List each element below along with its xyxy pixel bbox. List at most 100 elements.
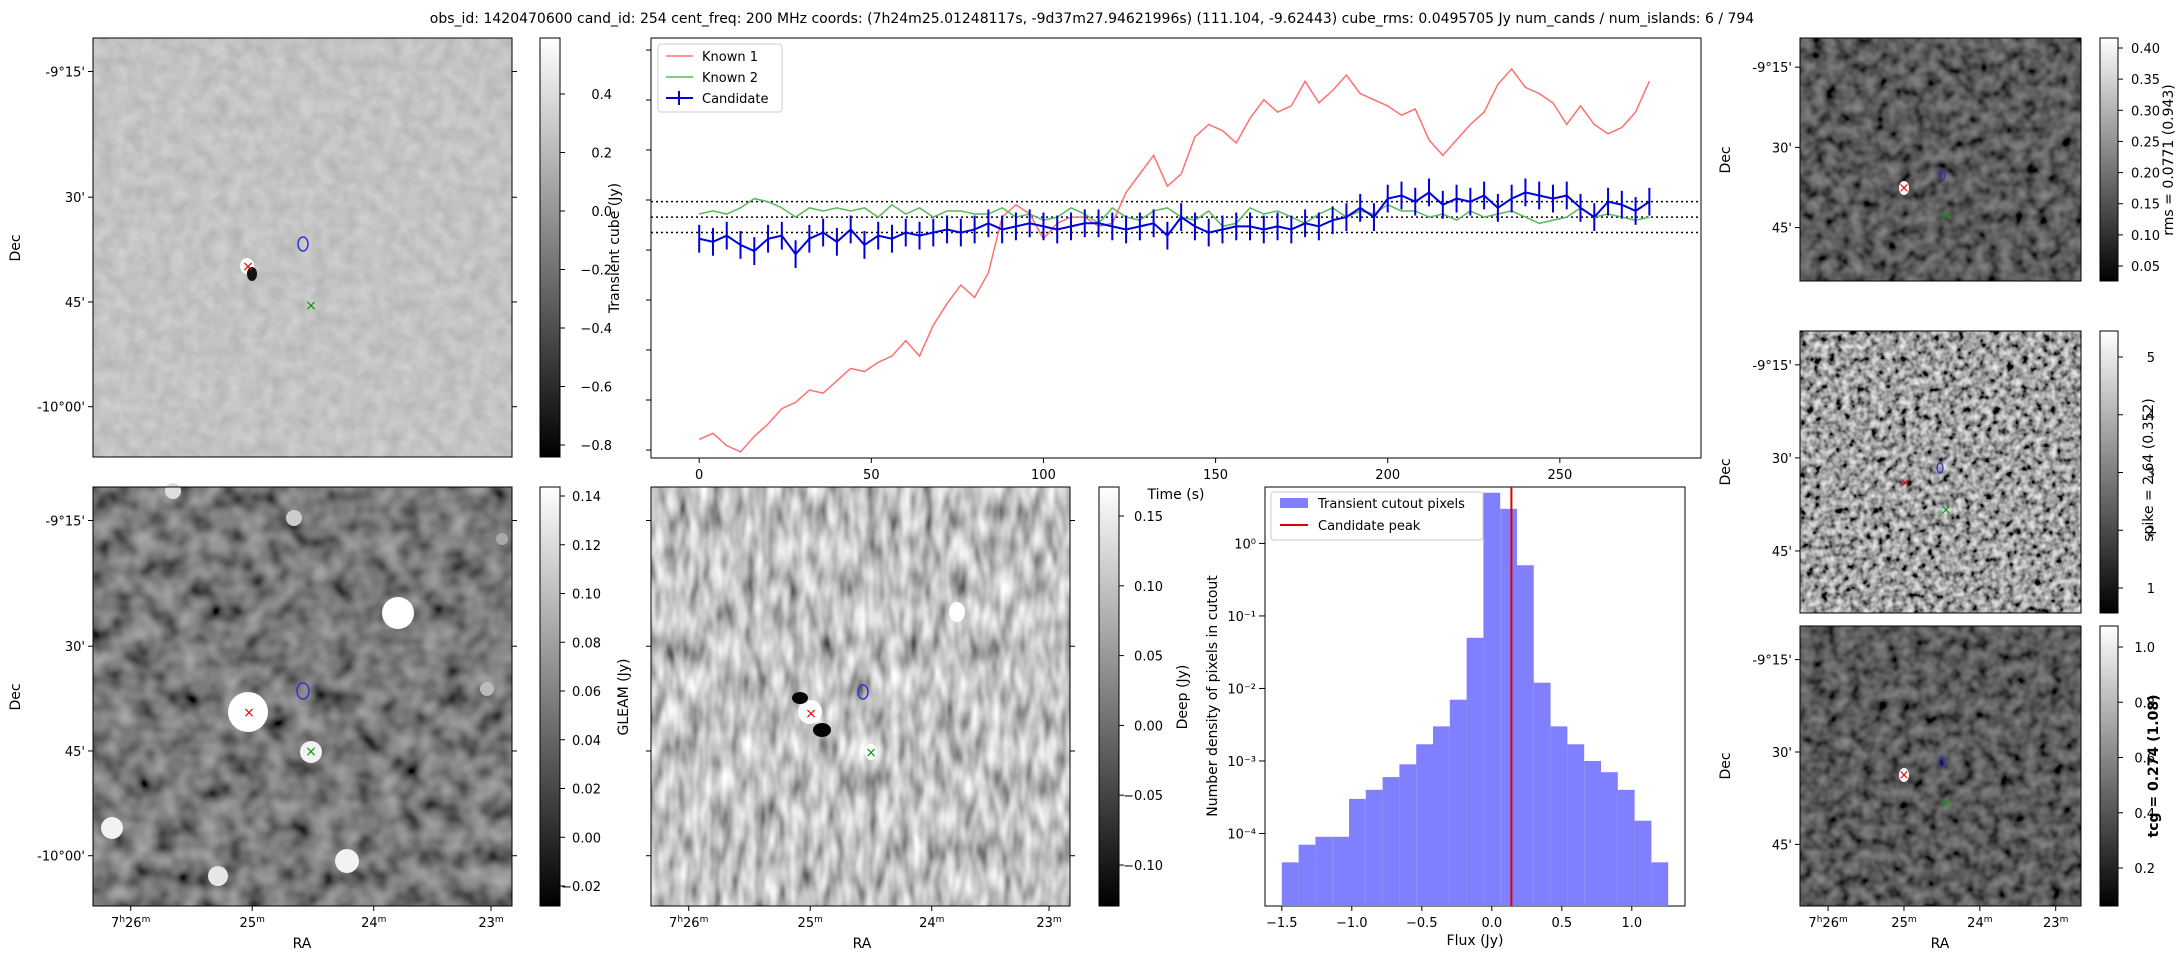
hist-bar — [1533, 682, 1551, 906]
rms-cbar-label: rms = 0.0771 (0.943) — [2161, 84, 2177, 236]
known-source-marker-icon: × — [865, 745, 877, 761]
x-tick-label: 250 — [1547, 468, 1572, 483]
ra-tick-label: 25m — [798, 915, 823, 931]
ra-tick-label: 25m — [240, 915, 265, 931]
ra-tick-label: 24m — [1967, 915, 1992, 931]
hist-bar — [1416, 744, 1433, 906]
gleam-source — [228, 692, 268, 732]
x-tick-label: −0.5 — [1406, 916, 1438, 931]
y-tick-label: 10⁰ — [1234, 537, 1256, 552]
x-tick-label: 1.0 — [1621, 916, 1642, 931]
hist-bar — [1466, 637, 1484, 906]
cbar-tick-label: 0.15 — [2131, 198, 2160, 213]
cbar-tick-label: 2 — [2147, 524, 2155, 539]
tcg-ylabel: Dec — [1718, 752, 1734, 779]
cbar-tick-label: 0.04 — [572, 734, 601, 749]
transient-cbar-label: Transient cube (Jy) — [607, 183, 623, 314]
dec-tick-label: 45' — [1772, 838, 1792, 853]
tcg-xlabel: RA — [1931, 936, 1950, 952]
spike-cbar-label: spike = 2.64 (0.352) — [2141, 398, 2157, 542]
legend-hist-swatch — [1280, 498, 1308, 508]
cbar-tick-label: −0.8 — [580, 439, 612, 454]
dec-tick-label: 30' — [65, 191, 85, 206]
lightcurve-xlabel: Time (s) — [1147, 487, 1205, 503]
known-source-marker-icon: × — [1941, 209, 1952, 224]
hist-bar — [1365, 789, 1383, 906]
series-candidate — [698, 191, 1650, 256]
candidate-marker-icon: × — [242, 259, 254, 275]
candidate-marker-icon: × — [1899, 181, 1910, 196]
cbar-tick-label: −0.05 — [1123, 789, 1163, 804]
hist-bar — [1651, 862, 1669, 906]
histogram-ylabel: Number density of pixels in cutout — [1205, 575, 1221, 817]
legend-candidate: Candidate — [702, 92, 768, 107]
cbar-tick-label: 0.0 — [591, 205, 612, 220]
transient-dark-blob — [247, 267, 257, 281]
dec-tick-label: 45' — [65, 296, 85, 311]
rms-panel: × × -9°15' 30' 45' 0.40 0.35 0.30 0.25 0.20 0.1… — [1752, 37, 2177, 282]
legend-known2: Known 2 — [702, 71, 758, 86]
figure-title: obs_id: 1420470600 cand_id: 254 cent_fre… — [430, 11, 1755, 27]
hist-bar — [1433, 726, 1450, 906]
cbar-tick-label: 0.10 — [572, 588, 601, 603]
dec-tick-label: -9°15' — [1752, 61, 1792, 76]
transient-image — [93, 38, 512, 457]
histogram-panel: −1.5 −1.0 −0.5 0.0 0.5 1.0 10⁻⁴ 10⁻³ 10⁻² 10⁻¹ 10⁰… — [1205, 486, 1686, 949]
transient-ylabel: Dec — [8, 234, 24, 261]
y-tick-label: 10⁻³ — [1227, 755, 1256, 770]
cbar-tick-label: −0.02 — [561, 880, 601, 895]
cbar-tick-label: −0.4 — [580, 322, 612, 337]
histogram-legend: Transient cutout pixels Candidate peak — [1270, 491, 1484, 541]
hist-bar — [1617, 789, 1635, 906]
cbar-tick-label: 3 — [2147, 467, 2155, 482]
deep-cbar-label: Deep (Jy) — [1175, 665, 1191, 730]
hist-bar — [1584, 760, 1601, 906]
cbar-tick-label: 0.08 — [572, 636, 601, 651]
cbar-tick-label: 0.2 — [2134, 862, 2155, 877]
dec-tick-label: 30' — [65, 640, 85, 655]
dec-tick-label: 30' — [1772, 746, 1792, 761]
cbar-tick-label: 0.4 — [591, 88, 612, 103]
cbar-tick-label: 5 — [2147, 351, 2155, 366]
cbar-tick-label: 1 — [2147, 582, 2155, 597]
dec-tick-label: -9°15' — [45, 515, 85, 530]
dec-tick-label: 45' — [1772, 222, 1792, 237]
legend-peak: Candidate peak — [1318, 519, 1421, 534]
x-tick-label: −1.0 — [1336, 916, 1368, 931]
hist-bar — [1517, 565, 1534, 906]
cbar-tick-label: 0.06 — [572, 685, 601, 700]
cbar-tick-label: −0.2 — [580, 264, 612, 279]
known-source-contour — [297, 236, 309, 252]
cbar-tick-label: 0.10 — [2131, 229, 2160, 244]
cbar-tick-label: 0.12 — [572, 539, 601, 554]
cbar-tick-label: 0.2 — [591, 147, 612, 162]
cbar-tick-label: 0.05 — [1134, 650, 1163, 665]
legend-hist: Transient cutout pixels — [1317, 497, 1465, 512]
gleam-colorbar: 0.14 0.12 0.10 0.08 0.06 0.04 0.02 0.00 −0.02 GL… — [539, 486, 632, 907]
gleam-image — [93, 487, 512, 906]
hist-bar — [1500, 508, 1517, 906]
hist-bar — [1483, 492, 1501, 906]
tcg-panel: × × -9°15' 30' 45' 7h26m 25m 24m 23m RA 1.0 0.… — [1752, 625, 2162, 952]
cbar-tick-label: 0.00 — [1134, 719, 1163, 734]
x-tick-label: 200 — [1375, 468, 1400, 483]
candidate-marker-icon: × — [805, 706, 817, 722]
legend-known1: Known 1 — [702, 50, 758, 65]
dec-tick-label: 30' — [1772, 452, 1792, 467]
transient-colorbar: 0.4 0.2 0.0 −0.2 −0.4 −0.6 −0.8 Transient cube… — [539, 37, 623, 458]
cbar-tick-label: 0.02 — [572, 783, 601, 798]
dec-tick-label: 45' — [1772, 545, 1792, 560]
deep-panel: × × 7h26m 25m 24m 23m RA — [646, 486, 1075, 952]
hist-bar — [1349, 798, 1366, 906]
cbar-tick-label: 0.40 — [2131, 42, 2160, 57]
hist-bar — [1298, 844, 1316, 906]
spike-ylabel: Dec — [1718, 458, 1734, 485]
cbar-tick-label: 0.4 — [2134, 807, 2155, 822]
cbar-tick-label: −0.6 — [580, 381, 612, 396]
cbar-tick-label: 0.30 — [2131, 104, 2160, 119]
hist-bar — [1399, 764, 1417, 906]
hist-bar — [1332, 836, 1349, 906]
known-source-marker-icon: × — [1941, 796, 1952, 811]
cbar-tick-label: 0.14 — [572, 490, 601, 505]
